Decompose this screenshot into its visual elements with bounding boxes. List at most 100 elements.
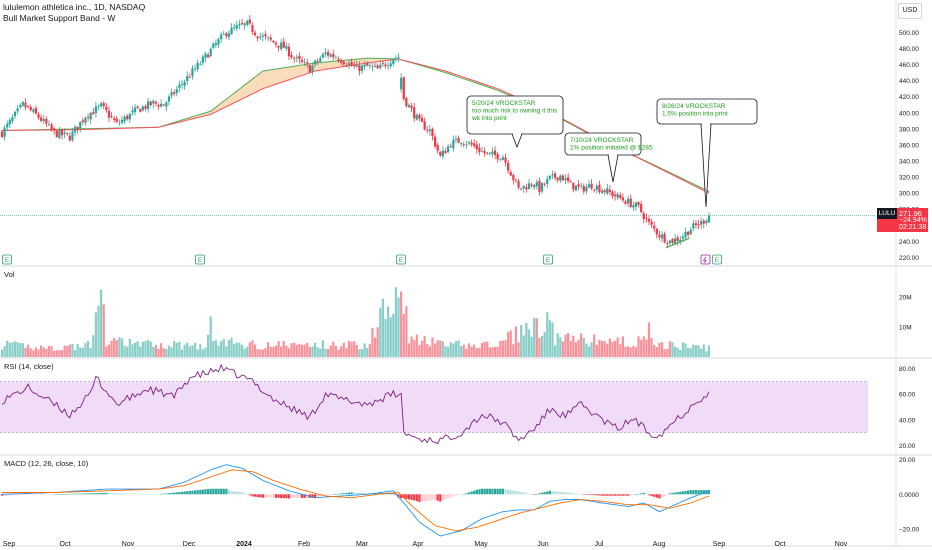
- volume-bar: [220, 341, 223, 357]
- volume-bar: [673, 346, 677, 357]
- volume-bar: [368, 343, 371, 357]
- macd-histogram-bar: [525, 493, 528, 495]
- macd-histogram-bar: [527, 493, 531, 495]
- macd-histogram-bar: [50, 494, 53, 495]
- volume-bar: [264, 348, 267, 357]
- macd-histogram-bar: [55, 494, 58, 495]
- candle-body: [264, 34, 267, 37]
- macd-histogram-bar: [238, 491, 241, 495]
- volume-bar: [196, 349, 199, 357]
- macd-histogram-bar: [178, 492, 181, 495]
- macd-histogram-bar: [355, 492, 358, 495]
- volume-bar: [353, 341, 356, 357]
- macd-histogram-bar: [282, 494, 285, 499]
- macd-histogram-bar: [687, 490, 690, 495]
- macd-histogram-bar: [347, 492, 351, 495]
- candle-body: [707, 215, 711, 223]
- macd-panel-title[interactable]: MACD (12, 26, close, 10): [4, 459, 89, 468]
- currency-button[interactable]: USD: [898, 3, 922, 19]
- candle-body: [295, 56, 298, 58]
- candle-body: [392, 59, 395, 65]
- candle-body: [321, 54, 324, 58]
- volume-bar: [637, 336, 640, 357]
- candle-body: [76, 126, 79, 130]
- candle-body: [700, 220, 703, 225]
- candle-body: [19, 104, 22, 108]
- volume-bar: [332, 341, 335, 357]
- candle-body: [58, 130, 61, 138]
- volume-bar: [68, 344, 71, 357]
- macd-histogram-bar: [423, 494, 426, 502]
- volume-bar: [89, 348, 92, 357]
- support-band-fast-line: [1, 57, 710, 192]
- candle-body: [97, 105, 100, 107]
- earnings-marker-label: E: [399, 257, 404, 264]
- candle-body: [290, 55, 293, 58]
- volume-bar: [681, 342, 685, 357]
- rsi-panel-title[interactable]: RSI (14, close): [4, 362, 54, 371]
- macd-histogram-bar: [214, 488, 218, 495]
- candle-body: [603, 190, 606, 193]
- volume-bar: [613, 340, 617, 357]
- macd-histogram-bar: [491, 488, 494, 495]
- volume-bar: [21, 343, 24, 357]
- macd-histogram-bar: [436, 494, 439, 501]
- candle-body: [102, 103, 105, 107]
- candle-body: [332, 53, 335, 58]
- macd-histogram-bar: [522, 492, 525, 495]
- volume-bar: [261, 349, 264, 357]
- volume-bar: [569, 340, 572, 357]
- volume-bar: [311, 346, 314, 357]
- macd-histogram-bar: [264, 494, 267, 498]
- macd-histogram-bar: [154, 494, 158, 495]
- volume-bar: [94, 312, 98, 357]
- candle-body: [68, 135, 71, 141]
- macd-histogram-bar: [40, 494, 43, 495]
- candle-body: [24, 102, 27, 108]
- volume-bar: [165, 349, 168, 357]
- macd-histogram-bar: [548, 490, 551, 495]
- macd-histogram-bar: [21, 494, 24, 496]
- macd-histogram-bar: [457, 494, 460, 496]
- macd-histogram-bar: [47, 494, 51, 495]
- volume-panel-title[interactable]: Vol: [4, 270, 15, 279]
- volume-bar: [606, 343, 609, 357]
- candle-body: [107, 110, 111, 118]
- candle-body: [454, 138, 458, 140]
- volume-bar: [379, 307, 382, 357]
- volume-bar: [415, 334, 418, 357]
- macd-histogram-bar: [89, 493, 92, 495]
- rsi-band-fill: [0, 381, 868, 433]
- candle-body: [154, 101, 158, 104]
- macd-histogram-bar: [235, 491, 238, 495]
- volume-bar: [608, 338, 611, 357]
- volume-bar: [650, 338, 653, 357]
- candle-body: [196, 62, 199, 70]
- volume-bar: [173, 341, 176, 357]
- volume-bar: [449, 342, 452, 357]
- earnings-marker-label: E: [715, 257, 720, 264]
- volume-bar: [475, 348, 478, 357]
- volume-bar: [60, 350, 64, 357]
- volume-bar: [274, 345, 278, 357]
- volume-bar: [376, 327, 379, 357]
- volume-bar: [486, 341, 489, 357]
- price-tick-label: 400.00: [899, 110, 919, 117]
- macd-histogram-bar: [400, 494, 403, 499]
- candle-body: [645, 217, 648, 219]
- macd-histogram-bar: [692, 490, 695, 495]
- earnings-marker: [543, 254, 553, 265]
- macd-histogram-bar: [8, 494, 11, 496]
- macd-histogram-bar: [350, 492, 353, 495]
- candle-body: [144, 106, 147, 109]
- candle-body: [16, 108, 19, 112]
- candle-body: [668, 240, 671, 244]
- volume-bar: [452, 343, 455, 357]
- macd-histogram-bar: [577, 493, 580, 495]
- macd-histogram-bar: [337, 493, 340, 495]
- candle-body: [491, 151, 494, 155]
- volume-bar: [269, 346, 272, 357]
- candle-body: [128, 113, 131, 120]
- indicator-legend[interactable]: Bull Market Support Band - W: [3, 13, 116, 23]
